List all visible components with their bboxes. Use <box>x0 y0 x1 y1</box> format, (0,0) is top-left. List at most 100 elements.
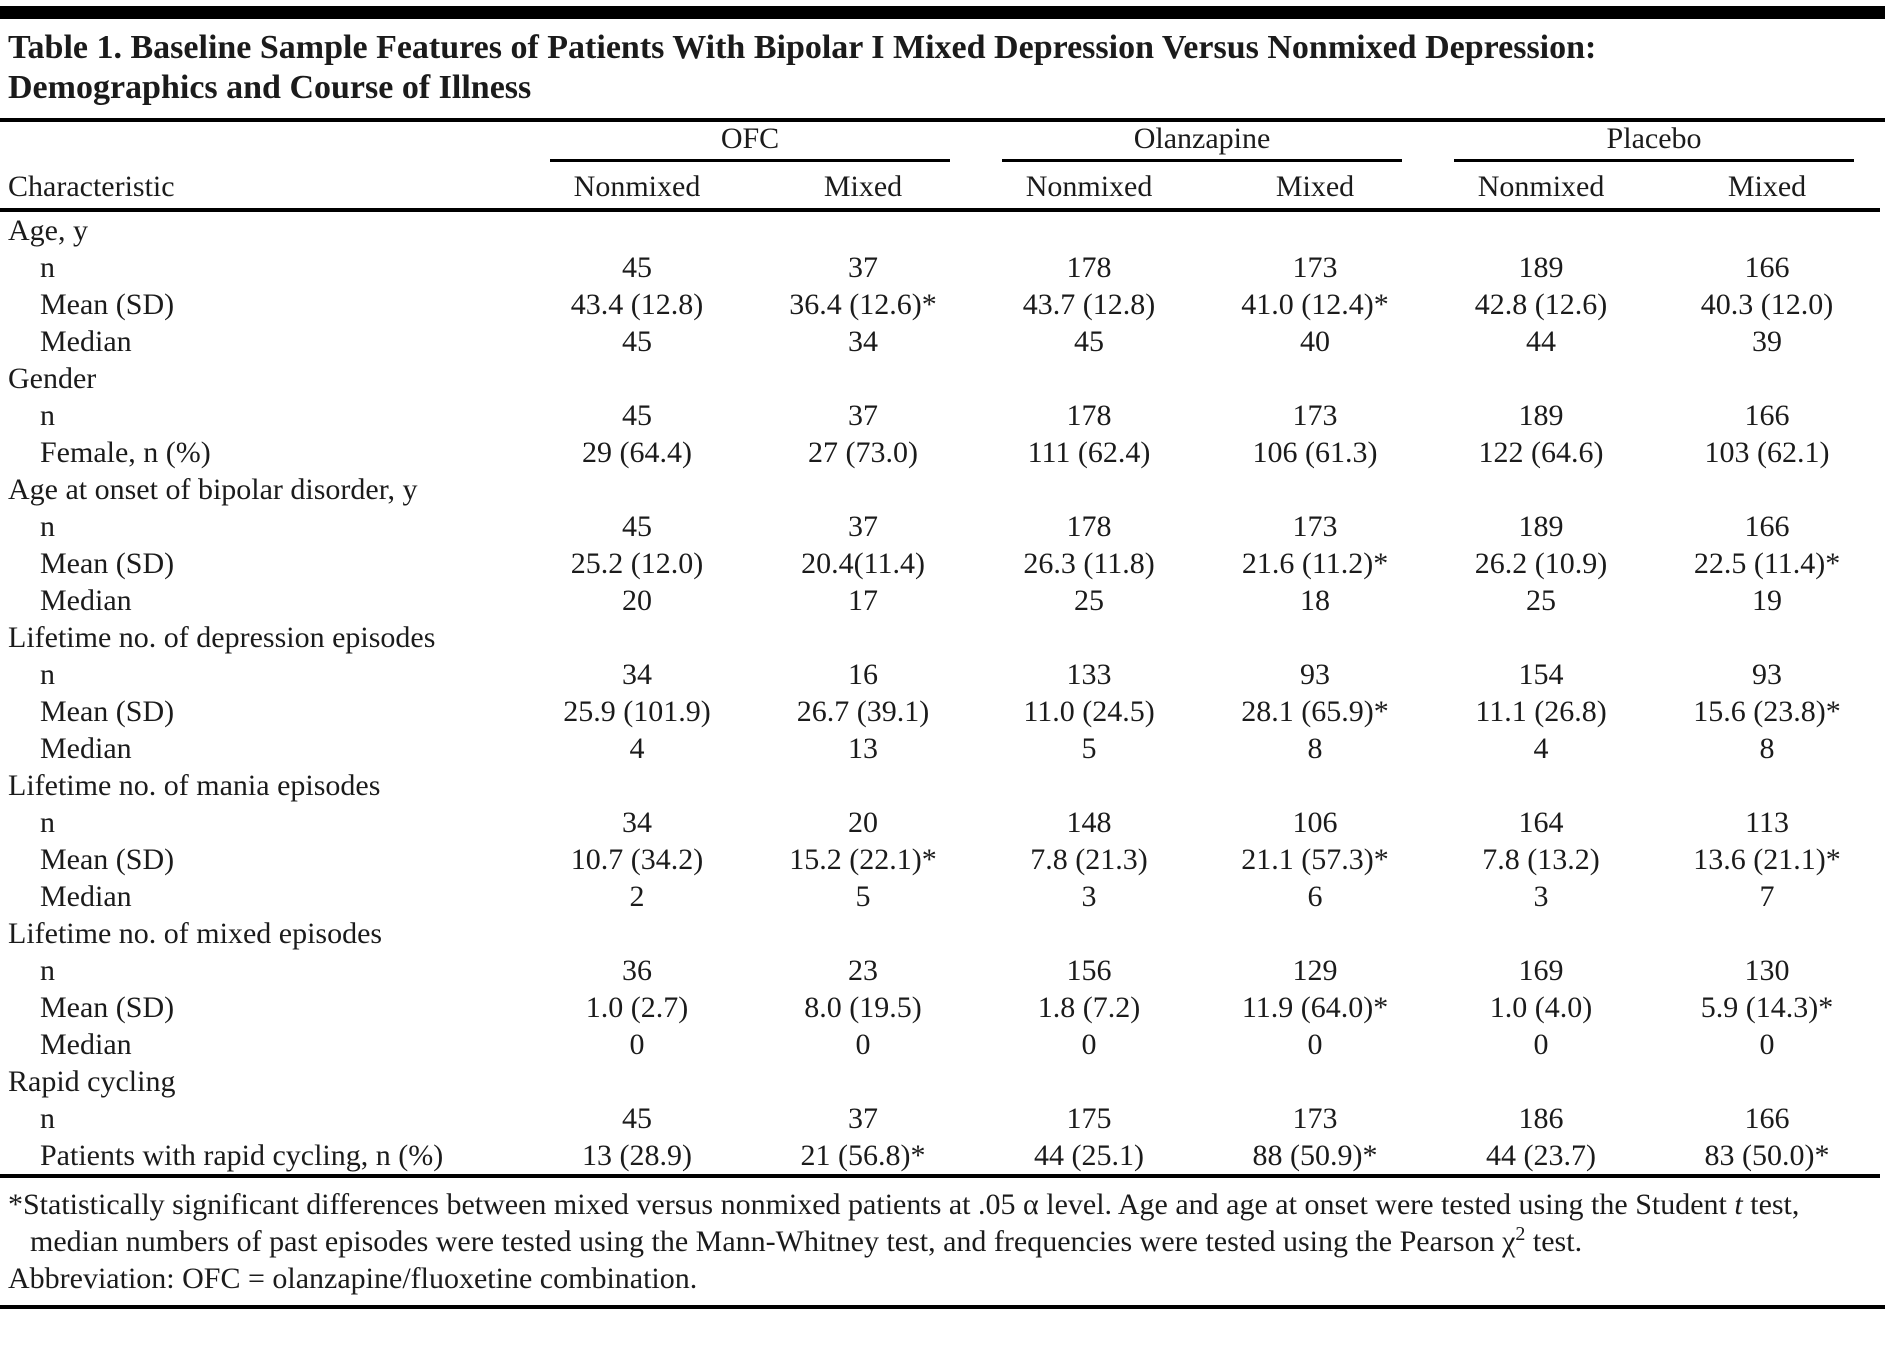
row-label: Median <box>40 584 132 617</box>
value-cell: 44 (23.7) <box>1486 1139 1597 1172</box>
value-cell: 0 <box>1533 1028 1549 1061</box>
subheader-ofc-nonmixed: Nonmixed <box>524 162 750 212</box>
row-label: n <box>40 806 55 839</box>
value-cell: 173 <box>1292 1102 1338 1135</box>
value-cell: 37 <box>848 1102 878 1135</box>
value-cell: 22.5 (11.4)* <box>1693 547 1841 580</box>
value-cell: 44 (25.1) <box>1034 1139 1144 1172</box>
value-cell: 20 <box>848 806 878 839</box>
table-title-line2: Demographics and Course of Illness <box>8 69 532 106</box>
value-cell: 130 <box>1744 954 1790 987</box>
value-cell: 83 (50.0)* <box>1704 1139 1830 1172</box>
value-cell: 37 <box>848 510 878 543</box>
value-cell: 36 <box>622 954 652 987</box>
value-cell: 0 <box>1759 1028 1775 1061</box>
section-row: Lifetime no. of mania episodes <box>0 767 1880 804</box>
section-label: Age, y <box>8 214 88 247</box>
abbreviation-footnote: Abbreviation: OFC = olanzapine/fluoxetin… <box>8 1262 698 1295</box>
value-cell: 178 <box>1066 399 1112 432</box>
bottom-divider-rule <box>0 1305 1885 1309</box>
data-row: Median 45 34 45 40 44 39 <box>0 323 1880 360</box>
value-cell: 113 <box>1745 806 1789 839</box>
value-cell: 34 <box>848 325 878 358</box>
row-label: n <box>40 510 55 543</box>
value-cell: 11.1 (26.8) <box>1475 695 1607 728</box>
value-cell: 173 <box>1292 399 1338 432</box>
footnote-italic-t: t <box>1734 1188 1743 1221</box>
value-cell: 106 <box>1292 806 1338 839</box>
value-cell: 88 (50.9)* <box>1252 1139 1378 1172</box>
value-cell: 5 <box>1081 732 1097 765</box>
value-cell: 18 <box>1300 584 1331 617</box>
value-cell: 0 <box>629 1028 645 1061</box>
value-cell: 41.0 (12.4)* <box>1241 288 1389 321</box>
row-label: Mean (SD) <box>40 695 175 728</box>
value-cell: 37 <box>848 399 878 432</box>
data-row: n 36 23 156 129 169 130 <box>0 952 1880 989</box>
value-cell: 3 <box>1533 880 1549 913</box>
value-cell: 8.0 (19.5) <box>804 991 922 1024</box>
section-row: Gender <box>0 360 1880 397</box>
row-label: Mean (SD) <box>40 547 175 580</box>
value-cell: 7 <box>1759 880 1775 913</box>
value-cell: 25 <box>1526 584 1557 617</box>
value-cell: 166 <box>1744 399 1790 432</box>
row-label: Median <box>40 1028 132 1061</box>
value-cell: 45 <box>622 251 652 284</box>
table-title-line1: Table 1. Baseline Sample Features of Pat… <box>8 29 1597 66</box>
value-cell: 20.4(11.4) <box>801 547 925 580</box>
value-cell: 186 <box>1518 1102 1564 1135</box>
row-label: n <box>40 1102 55 1135</box>
value-cell: 21.1 (57.3)* <box>1241 843 1389 876</box>
value-cell: 13 <box>848 732 878 765</box>
row-label: n <box>40 399 55 432</box>
footnote-text-part: test, median numbers of past episodes we… <box>30 1188 1800 1258</box>
value-cell: 36.4 (12.6)* <box>789 288 937 321</box>
row-label: n <box>40 251 55 284</box>
data-row: Median 20 17 25 18 25 19 <box>0 582 1880 619</box>
row-label: Patients with rapid cycling, n (%) <box>40 1139 444 1172</box>
row-label: n <box>40 954 55 987</box>
value-cell: 11.0 (24.5) <box>1023 695 1155 728</box>
column-group-header-row: OFC Olanzapine Placebo <box>0 122 1880 162</box>
value-cell: 189 <box>1518 251 1564 284</box>
value-cell: 43.7 (12.8) <box>1022 288 1156 321</box>
value-cell: 106 (61.3) <box>1252 436 1378 469</box>
value-cell: 44 <box>1526 325 1557 358</box>
value-cell: 15.2 (22.1)* <box>789 843 937 876</box>
value-cell: 175 <box>1066 1102 1112 1135</box>
value-cell: 166 <box>1744 251 1790 284</box>
data-row: n 34 16 133 93 154 93 <box>0 656 1880 693</box>
data-row: n 45 37 178 173 189 166 <box>0 397 1880 434</box>
data-row: Mean (SD) 1.0 (2.7) 8.0 (19.5) 1.8 (7.2) 11.… <box>0 989 1880 1026</box>
value-cell: 103 (62.1) <box>1704 436 1830 469</box>
value-cell: 37 <box>848 251 878 284</box>
subheader-ofc-mixed: Mixed <box>750 162 977 212</box>
value-cell: 29 (64.4) <box>582 436 692 469</box>
value-cell: 6 <box>1307 880 1323 913</box>
data-row: Mean (SD) 10.7 (34.2) 15.2 (22.1)* 7.8 (21.… <box>0 841 1880 878</box>
baseline-features-table: OFC Olanzapine Placebo Characteristic No… <box>0 122 1881 1178</box>
value-cell: 189 <box>1518 399 1564 432</box>
value-cell: 34 <box>622 658 652 691</box>
group-cell-placebo: Placebo <box>1428 122 1880 162</box>
section-row: Lifetime no. of mixed episodes <box>0 915 1880 952</box>
value-cell: 1.0 (2.7) <box>585 991 689 1024</box>
value-cell: 26.3 (11.8) <box>1023 547 1155 580</box>
value-cell: 7.8 (13.2) <box>1482 843 1600 876</box>
data-row: Median 2 5 3 6 3 7 <box>0 878 1880 915</box>
section-row: Lifetime no. of depression episodes <box>0 619 1880 656</box>
value-cell: 189 <box>1518 510 1564 543</box>
value-cell: 3 <box>1081 880 1097 913</box>
value-cell: 122 (64.6) <box>1478 436 1604 469</box>
section-label: Lifetime no. of depression episodes <box>8 621 436 654</box>
footnote-text-part: *Statistically significant differences b… <box>8 1188 1735 1221</box>
value-cell: 4 <box>1533 732 1549 765</box>
value-cell: 4 <box>629 732 645 765</box>
value-cell: 28.1 (65.9)* <box>1241 695 1389 728</box>
data-row: Patients with rapid cycling, n (%) 13 (28… <box>0 1137 1880 1176</box>
value-cell: 25 <box>1074 584 1105 617</box>
value-cell: 45 <box>622 399 652 432</box>
value-cell: 166 <box>1744 510 1790 543</box>
